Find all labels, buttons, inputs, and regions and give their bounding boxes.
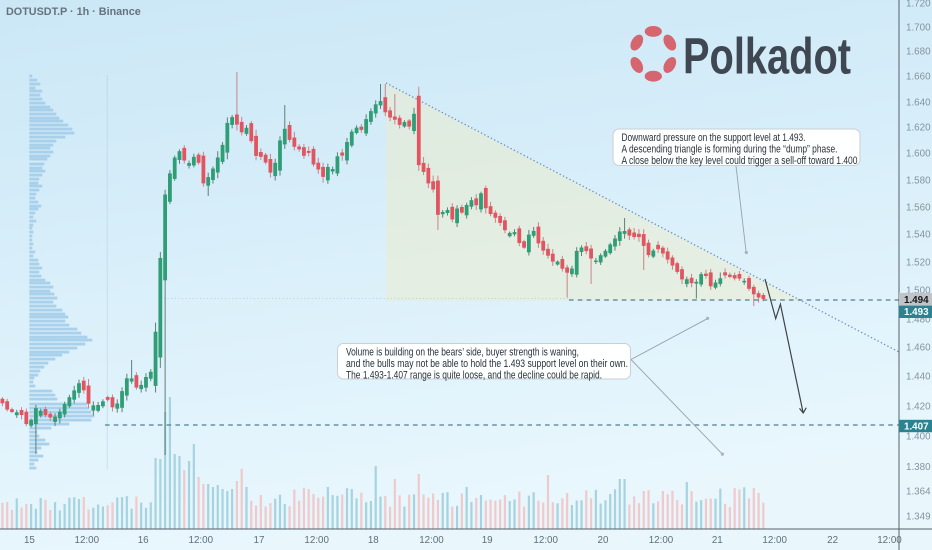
- svg-text:The 1.493-1.407 range is quite: The 1.493-1.407 range is quite loose, an…: [346, 369, 602, 381]
- svg-text:A descending triangle is formi: A descending triangle is forming during …: [622, 144, 838, 156]
- svg-text:1.620: 1.620: [906, 122, 931, 133]
- svg-text:A close below the key level co: A close below the key level could trigge…: [622, 155, 858, 167]
- svg-text:Polkadot: Polkadot: [683, 28, 851, 85]
- svg-text:1.520: 1.520: [906, 257, 931, 268]
- svg-text:1.494: 1.494: [904, 295, 929, 306]
- svg-text:12:00: 12:00: [75, 535, 100, 546]
- svg-text:and the bulls may not be able: and the bulls may not be able to hold th…: [346, 358, 628, 370]
- svg-text:Volume is building on the bear: Volume is building on the bears’ side, b…: [346, 347, 579, 359]
- svg-text:1.680: 1.680: [906, 46, 931, 57]
- svg-text:1.420: 1.420: [906, 401, 931, 412]
- svg-text:1.600: 1.600: [906, 148, 931, 159]
- svg-text:1.349: 1.349: [906, 511, 931, 522]
- svg-text:12:00: 12:00: [419, 535, 444, 546]
- svg-text:12:00: 12:00: [304, 535, 329, 546]
- svg-text:DOTUSDT.P · 1h · Binance: DOTUSDT.P · 1h · Binance: [6, 6, 141, 18]
- svg-text:1.700: 1.700: [906, 22, 931, 33]
- svg-text:1.640: 1.640: [906, 97, 931, 108]
- svg-text:18: 18: [368, 535, 379, 546]
- svg-text:1.380: 1.380: [906, 462, 931, 473]
- svg-text:12:00: 12:00: [649, 535, 674, 546]
- svg-text:17: 17: [254, 535, 265, 546]
- svg-text:1.580: 1.580: [906, 175, 931, 186]
- svg-text:20: 20: [598, 535, 609, 546]
- svg-text:12:00: 12:00: [877, 535, 902, 546]
- svg-text:1.660: 1.660: [906, 71, 931, 82]
- svg-text:1.407: 1.407: [904, 421, 929, 432]
- svg-text:Downward pressure on the suppo: Downward pressure on the support level a…: [622, 132, 806, 144]
- svg-text:1.540: 1.540: [906, 229, 931, 240]
- svg-text:1.364: 1.364: [906, 486, 931, 497]
- svg-text:12:00: 12:00: [762, 535, 787, 546]
- svg-text:1.560: 1.560: [906, 202, 931, 213]
- svg-text:16: 16: [138, 535, 149, 546]
- svg-text:1.480: 1.480: [906, 314, 931, 325]
- svg-text:1.493: 1.493: [904, 307, 929, 318]
- svg-text:12:00: 12:00: [533, 535, 558, 546]
- svg-text:1.400: 1.400: [906, 431, 931, 442]
- svg-text:1.460: 1.460: [906, 342, 931, 353]
- svg-text:1.720: 1.720: [906, 0, 931, 9]
- svg-text:1.500: 1.500: [906, 285, 931, 296]
- svg-text:1.440: 1.440: [906, 371, 931, 382]
- svg-text:12:00: 12:00: [189, 535, 214, 546]
- svg-text:21: 21: [712, 535, 723, 546]
- svg-text:22: 22: [827, 535, 838, 546]
- svg-text:15: 15: [24, 535, 35, 546]
- svg-text:19: 19: [482, 535, 493, 546]
